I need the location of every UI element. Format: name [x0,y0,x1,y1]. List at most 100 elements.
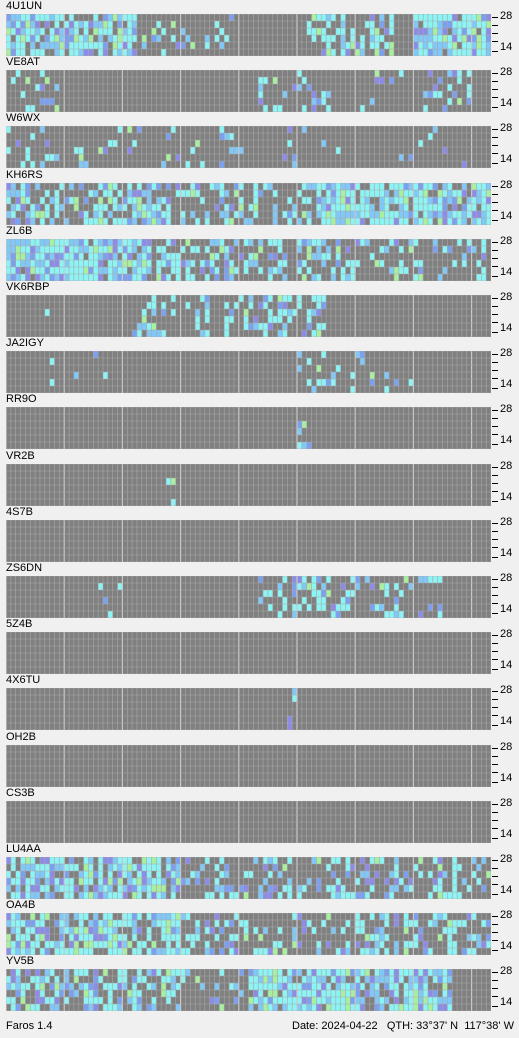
signal-cell [170,871,176,878]
signal-cell [326,885,331,892]
signal-cell [403,266,409,274]
signal-cell [78,147,84,155]
signal-cell [132,892,137,899]
signal-cell [355,49,361,56]
signal-cell [316,189,322,197]
signal-cell [59,238,65,246]
signal-cell [355,990,361,998]
signal-cell [330,379,336,387]
signal-cell [326,210,331,218]
signal-cell [39,885,45,892]
signal-cell [408,245,414,253]
signal-cell [69,857,74,864]
signal-cell [330,927,336,935]
signal-cell [54,14,60,21]
signal-cell [432,576,438,583]
signal-cell [461,920,467,928]
signal-cell [103,941,108,949]
signal-cell [432,126,438,134]
signal-cell [49,273,55,281]
signal-cell [146,1004,152,1012]
signal-cell [364,878,370,885]
signal-cell [403,196,409,204]
signal-cell [379,245,385,253]
signal-cell [30,941,36,949]
signal-cell [117,21,123,28]
signal-cell [374,210,380,218]
signal-cell [481,196,487,204]
signal-cell [253,857,259,864]
signal-cell [481,857,487,864]
signal-cell [98,864,103,871]
signal-cell [6,196,11,204]
signal-cell [340,182,346,190]
signal-cell [311,1004,317,1012]
signal-cell [340,885,346,892]
signal-cell [88,990,94,998]
signal-cell [321,302,327,309]
signal-cell [486,941,491,949]
signal-cell [355,969,361,977]
signal-cell [10,203,16,211]
signal-cell [437,969,443,977]
signal-cell [384,386,390,394]
signal-cell [112,857,118,864]
signal-cell [447,990,453,998]
signal-cell [170,498,176,506]
signal-cell [321,583,327,590]
signal-cell [151,892,157,899]
signal-cell [311,238,317,246]
signal-cell [25,892,31,899]
signal-cell [107,885,113,892]
signal-cell [69,934,74,942]
axis-tick [492,613,498,614]
signal-cell [457,98,462,106]
signal-cell [175,871,181,878]
signal-cell [364,21,370,28]
signal-cell [107,259,113,267]
signal-cell [117,871,123,878]
signal-cell [214,252,220,260]
axis-tick [492,819,498,821]
signal-cell [54,857,60,864]
signal-cell [20,259,26,267]
signal-cell [292,210,297,218]
signal-cell [471,913,477,921]
signal-cell [185,913,191,921]
signal-cell [267,266,273,274]
signal-cell [447,941,453,949]
signal-cell [267,295,273,302]
signal-cell [30,266,36,274]
signal-cell [398,878,404,885]
signal-cell [326,864,331,871]
axis-tick [492,860,498,861]
band-axis: 28 14 [492,629,519,676]
signal-cell [394,976,399,984]
signal-cell [340,990,346,998]
signal-cell [30,217,36,225]
signal-cell [442,990,448,998]
signal-cell [277,238,283,246]
signal-cell [112,934,118,942]
signal-cell [185,878,191,885]
signal-cell [287,723,293,731]
signal-cell [297,266,302,274]
signal-cell [364,990,370,998]
signal-cell [117,878,123,885]
signal-cell [141,266,147,274]
signal-cell [466,210,472,218]
signal-cell [93,941,99,949]
signal-cell [54,878,60,885]
signal-cell [20,948,26,956]
signal-cell [141,189,147,197]
axis-tick [492,444,498,446]
signal-cell [258,948,264,956]
signal-cell [185,161,191,169]
signal-cell [103,21,108,28]
signal-cell [461,252,467,260]
signal-cell [330,217,336,225]
signal-cell [277,969,283,977]
signal-cell [360,927,365,935]
signal-cell [39,196,45,204]
signal-cell [156,182,162,190]
